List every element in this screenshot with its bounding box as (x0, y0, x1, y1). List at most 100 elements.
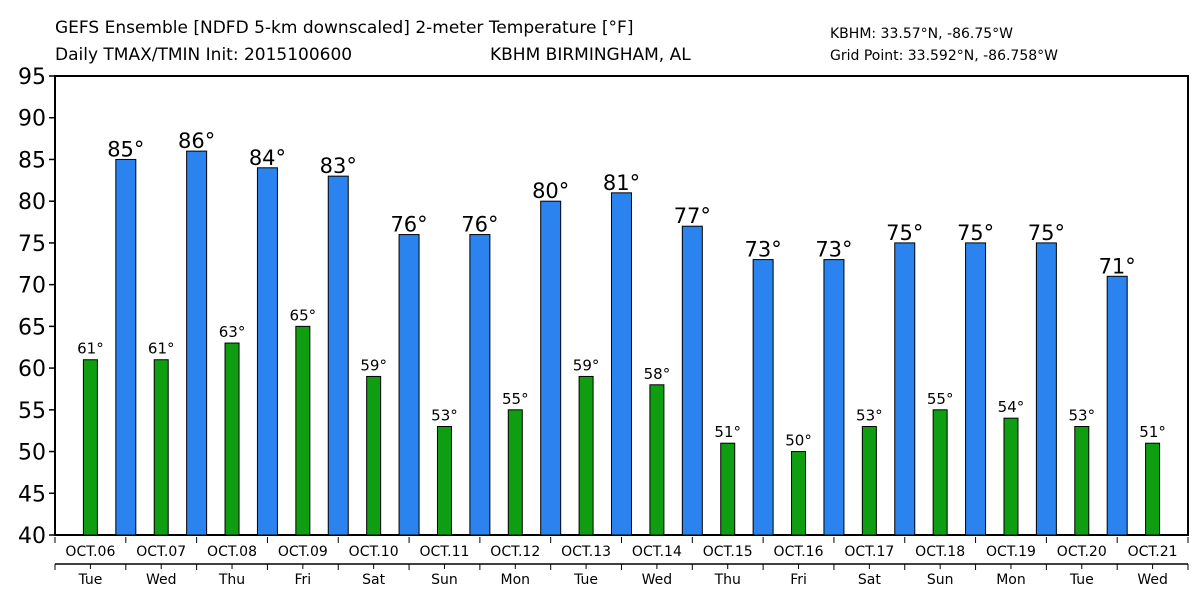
x-weekday-label: Wed (146, 572, 177, 588)
tmax-bar (540, 200, 562, 536)
tmax-bar (611, 192, 632, 536)
tmin-label: 61° (77, 340, 104, 358)
x-date-label: OCT.21 (1128, 544, 1178, 560)
tmin-bar (295, 325, 311, 536)
tmin-label: 59° (573, 356, 600, 374)
tmax-bar (965, 242, 987, 536)
tmin-bar (932, 409, 948, 536)
tmin-label: 51° (714, 423, 741, 441)
tmax-label: 76° (390, 213, 427, 237)
y-tick-label: 70 (18, 274, 46, 299)
x-date-label: OCT.08 (207, 544, 257, 560)
tmax-bar (1035, 242, 1057, 536)
y-tick-label: 40 (18, 524, 46, 549)
tmax-bar (752, 259, 774, 536)
x-date-label: OCT.10 (349, 544, 399, 560)
tmin-bar (791, 451, 807, 536)
tmax-label: 75° (1028, 221, 1065, 245)
tmax-bar (256, 167, 278, 536)
x-date-label: OCT.09 (278, 544, 328, 560)
tmax-label: 80° (532, 179, 569, 203)
tmin-label: 65° (290, 306, 317, 324)
tmin-label: 50° (785, 432, 812, 450)
tmax-label: 73° (815, 238, 852, 262)
chart-title: GEFS Ensemble [NDFD 5-km downscaled] 2-m… (55, 18, 633, 38)
tmax-label: 85° (107, 137, 144, 161)
x-weekday-label: Wed (1137, 572, 1168, 588)
tmin-bar (1074, 426, 1090, 536)
x-weekday-label: Thu (218, 572, 245, 588)
tmin-bar (649, 384, 665, 536)
tmax-label: 81° (603, 171, 640, 195)
tmin-label: 51° (1139, 423, 1166, 441)
x-weekday-label: Sun (927, 572, 954, 588)
station-name: KBHM BIRMINGHAM, AL (490, 45, 691, 65)
tmax-bar (327, 175, 349, 536)
x-date-label: OCT.16 (774, 544, 824, 560)
tmax-label: 77° (674, 204, 711, 228)
x-date-label: OCT.13 (561, 544, 611, 560)
tmax-bar (1106, 275, 1128, 536)
x-date-label: OCT.06 (65, 544, 115, 560)
tmax-bar (823, 259, 845, 536)
tmin-bar (720, 442, 736, 536)
x-weekday-label: Sun (431, 572, 458, 588)
x-weekday-label: Mon (501, 572, 531, 588)
tmin-label: 59° (360, 356, 387, 374)
x-weekday-label: Wed (642, 572, 673, 588)
y-tick-label: 65 (18, 315, 46, 340)
x-date-label: OCT.20 (1057, 544, 1107, 560)
x-date-label: OCT.07 (136, 544, 186, 560)
x-weekday-label: Tue (573, 572, 598, 588)
tmax-label: 86° (178, 129, 215, 153)
x-date-label: OCT.12 (490, 544, 540, 560)
tmax-bar (398, 234, 420, 536)
tmax-label: 73° (745, 238, 782, 262)
tmax-bar (894, 242, 916, 536)
tmin-label: 55° (927, 390, 954, 408)
x-weekday-label: Tue (77, 572, 102, 588)
y-tick-label: 50 (18, 441, 46, 466)
tmax-label: 84° (249, 146, 286, 170)
tmin-bar (861, 426, 877, 536)
y-tick-label: 95 (18, 65, 46, 90)
tmin-bar (1003, 417, 1019, 536)
y-tick-label: 60 (18, 357, 46, 382)
tmin-label: 53° (1068, 407, 1095, 425)
tmin-label: 63° (219, 323, 246, 341)
y-tick-label: 80 (18, 190, 46, 215)
tmax-label: 83° (320, 154, 357, 178)
chart-subtitle: Daily TMAX/TMIN Init: 2015100600 (55, 45, 352, 65)
station-coords: KBHM: 33.57°N, -86.75°W (830, 26, 1013, 42)
x-weekday-label: Sat (858, 572, 881, 588)
x-date-label: OCT.15 (703, 544, 753, 560)
tmin-label: 58° (644, 365, 671, 383)
tmin-bar (1145, 442, 1161, 536)
y-tick-label: 90 (18, 107, 46, 132)
y-tick-label: 75 (18, 232, 46, 257)
tmin-bar (82, 359, 98, 536)
tmin-bar (224, 342, 240, 536)
tmax-bar (469, 234, 491, 536)
x-weekday-label: Fri (295, 572, 312, 588)
x-date-label: OCT.11 (419, 544, 469, 560)
x-date-label: OCT.18 (915, 544, 965, 560)
x-weekday-label: Fri (790, 572, 807, 588)
tmax-label: 71° (1099, 254, 1136, 278)
tmax-label: 75° (957, 221, 994, 245)
x-weekday-label: Sat (362, 572, 385, 588)
tmin-label: 53° (856, 407, 883, 425)
tmax-label: 76° (461, 213, 498, 237)
tmin-bar (578, 375, 594, 536)
x-weekday-label: Mon (996, 572, 1026, 588)
grid-point-coords: Grid Point: 33.592°N, -86.758°W (830, 48, 1058, 64)
x-date-label: OCT.14 (632, 544, 682, 560)
y-tick-label: 85 (18, 148, 46, 173)
tmin-bar (507, 409, 523, 536)
tmin-label: 53° (431, 407, 458, 425)
tmin-bar (153, 359, 169, 536)
tmax-label: 75° (886, 221, 923, 245)
x-date-label: OCT.19 (986, 544, 1036, 560)
tmin-bar (436, 426, 452, 536)
